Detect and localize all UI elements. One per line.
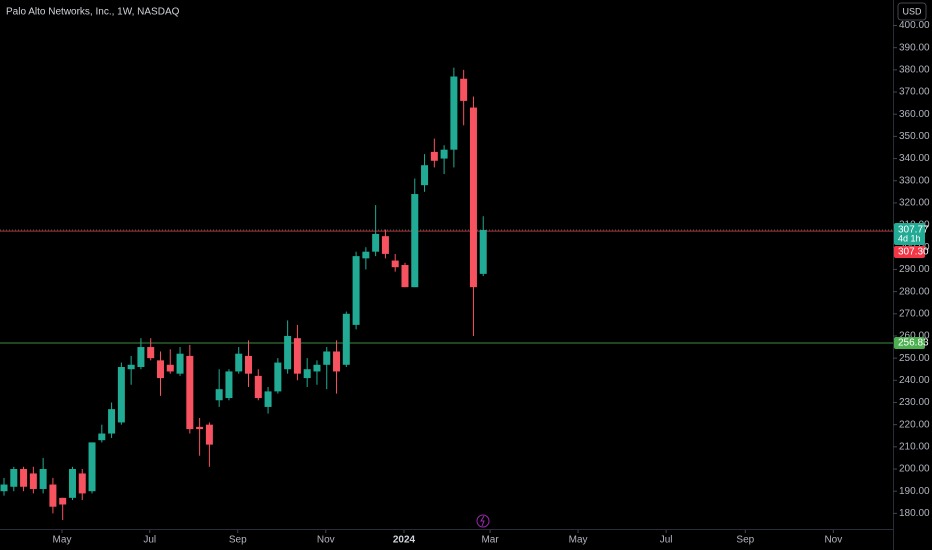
candle-body bbox=[401, 265, 409, 288]
candle-body bbox=[166, 364, 174, 372]
chart-title: Palo Alto Networks, Inc., 1W, NASDAQ bbox=[6, 7, 180, 18]
candle-body bbox=[156, 360, 164, 379]
candle-body bbox=[78, 473, 86, 494]
y-tick-label: 290.00 bbox=[899, 264, 930, 275]
candle-body bbox=[39, 469, 47, 489]
candle-body bbox=[313, 364, 321, 372]
candle-body bbox=[264, 391, 272, 407]
candle-body bbox=[411, 194, 419, 288]
candle-body bbox=[381, 236, 389, 254]
candle-body bbox=[137, 347, 145, 368]
price-level-tag-label: 307.30 bbox=[898, 247, 929, 258]
candle-body bbox=[98, 433, 106, 441]
y-tick-label: 240.00 bbox=[899, 375, 930, 386]
candle-body bbox=[196, 426, 204, 430]
price-level-tag bbox=[894, 246, 925, 259]
y-tick-label: 230.00 bbox=[899, 397, 930, 408]
x-tick-label: May bbox=[53, 535, 72, 546]
x-tick-label: Sep bbox=[229, 535, 247, 546]
y-tick-label: 220.00 bbox=[899, 419, 930, 430]
x-tick-label: Jul bbox=[143, 535, 156, 546]
candle-body bbox=[430, 151, 438, 161]
x-tick-label: Jul bbox=[660, 535, 673, 546]
candle-body bbox=[479, 230, 487, 274]
x-tick-label: 2024 bbox=[393, 535, 416, 546]
price-level-tag bbox=[894, 336, 925, 349]
x-tick-label: Nov bbox=[317, 535, 335, 546]
candle-body bbox=[215, 389, 223, 401]
candle-body bbox=[391, 260, 399, 268]
candle-body bbox=[303, 369, 311, 379]
last-price-tag-label: 307.77 bbox=[898, 225, 929, 236]
candle-body bbox=[469, 107, 477, 288]
y-tick-label: 370.00 bbox=[899, 87, 930, 98]
candle-body bbox=[235, 353, 243, 372]
last-price-tag bbox=[894, 223, 925, 246]
candle-body bbox=[59, 497, 67, 505]
candle-body bbox=[108, 409, 116, 434]
event-icon-bolt bbox=[480, 515, 485, 527]
y-tick-label: 190.00 bbox=[899, 486, 930, 497]
candle-body bbox=[362, 251, 370, 259]
candle-body bbox=[176, 353, 184, 374]
y-tick-label: 360.00 bbox=[899, 109, 930, 120]
candle-body bbox=[274, 362, 282, 392]
candle-body bbox=[421, 165, 429, 186]
candle-body bbox=[450, 76, 458, 150]
y-tick-label: 180.00 bbox=[899, 508, 930, 519]
x-tick-label: Mar bbox=[481, 535, 499, 546]
candle-body bbox=[10, 469, 18, 487]
y-tick-label: 210.00 bbox=[899, 441, 930, 452]
y-tick-label: 200.00 bbox=[899, 464, 930, 475]
y-tick-label: 350.00 bbox=[899, 131, 930, 142]
candle-body bbox=[460, 78, 468, 101]
y-tick-label: 340.00 bbox=[899, 153, 930, 164]
candle-body bbox=[440, 149, 448, 159]
candle-body bbox=[352, 256, 360, 325]
candle-body bbox=[333, 351, 341, 372]
candle-body bbox=[68, 469, 76, 498]
y-tick-label: 400.00 bbox=[899, 20, 930, 31]
y-tick-label: 250.00 bbox=[899, 353, 930, 364]
candle-body bbox=[29, 473, 37, 489]
y-tick-label: 320.00 bbox=[899, 198, 930, 209]
candle-body bbox=[49, 484, 57, 507]
candle-body bbox=[0, 484, 8, 492]
candle-body bbox=[284, 335, 292, 370]
candle-body bbox=[342, 313, 350, 365]
candle-body bbox=[117, 367, 125, 423]
y-tick-label: 380.00 bbox=[899, 64, 930, 75]
currency-button[interactable] bbox=[897, 2, 927, 21]
x-tick-label: Sep bbox=[736, 535, 754, 546]
candle-body bbox=[20, 469, 28, 487]
candle-body bbox=[254, 375, 262, 399]
candle-body bbox=[147, 347, 155, 359]
y-tick-label: 270.00 bbox=[899, 308, 930, 319]
countdown-label: 4d 1h bbox=[898, 233, 921, 243]
candle-body bbox=[245, 355, 253, 374]
candle-body bbox=[88, 442, 96, 492]
y-tick-label: 330.00 bbox=[899, 175, 930, 186]
candle-body bbox=[127, 364, 135, 370]
candle-body bbox=[293, 338, 301, 374]
candle-body bbox=[205, 424, 213, 445]
candle-body bbox=[186, 355, 194, 430]
candle-body bbox=[323, 351, 331, 365]
x-tick-label: Nov bbox=[824, 535, 842, 546]
currency-label[interactable]: USD bbox=[902, 6, 922, 16]
price-level-tag-label: 256.83 bbox=[898, 338, 929, 349]
y-tick-label: 280.00 bbox=[899, 286, 930, 297]
y-tick-label: 390.00 bbox=[899, 42, 930, 53]
x-tick-label: May bbox=[569, 535, 588, 546]
candle-body bbox=[372, 233, 380, 252]
event-icon[interactable] bbox=[476, 514, 490, 528]
y-tick-label: 260.00 bbox=[899, 331, 930, 342]
candle-body bbox=[225, 371, 233, 399]
